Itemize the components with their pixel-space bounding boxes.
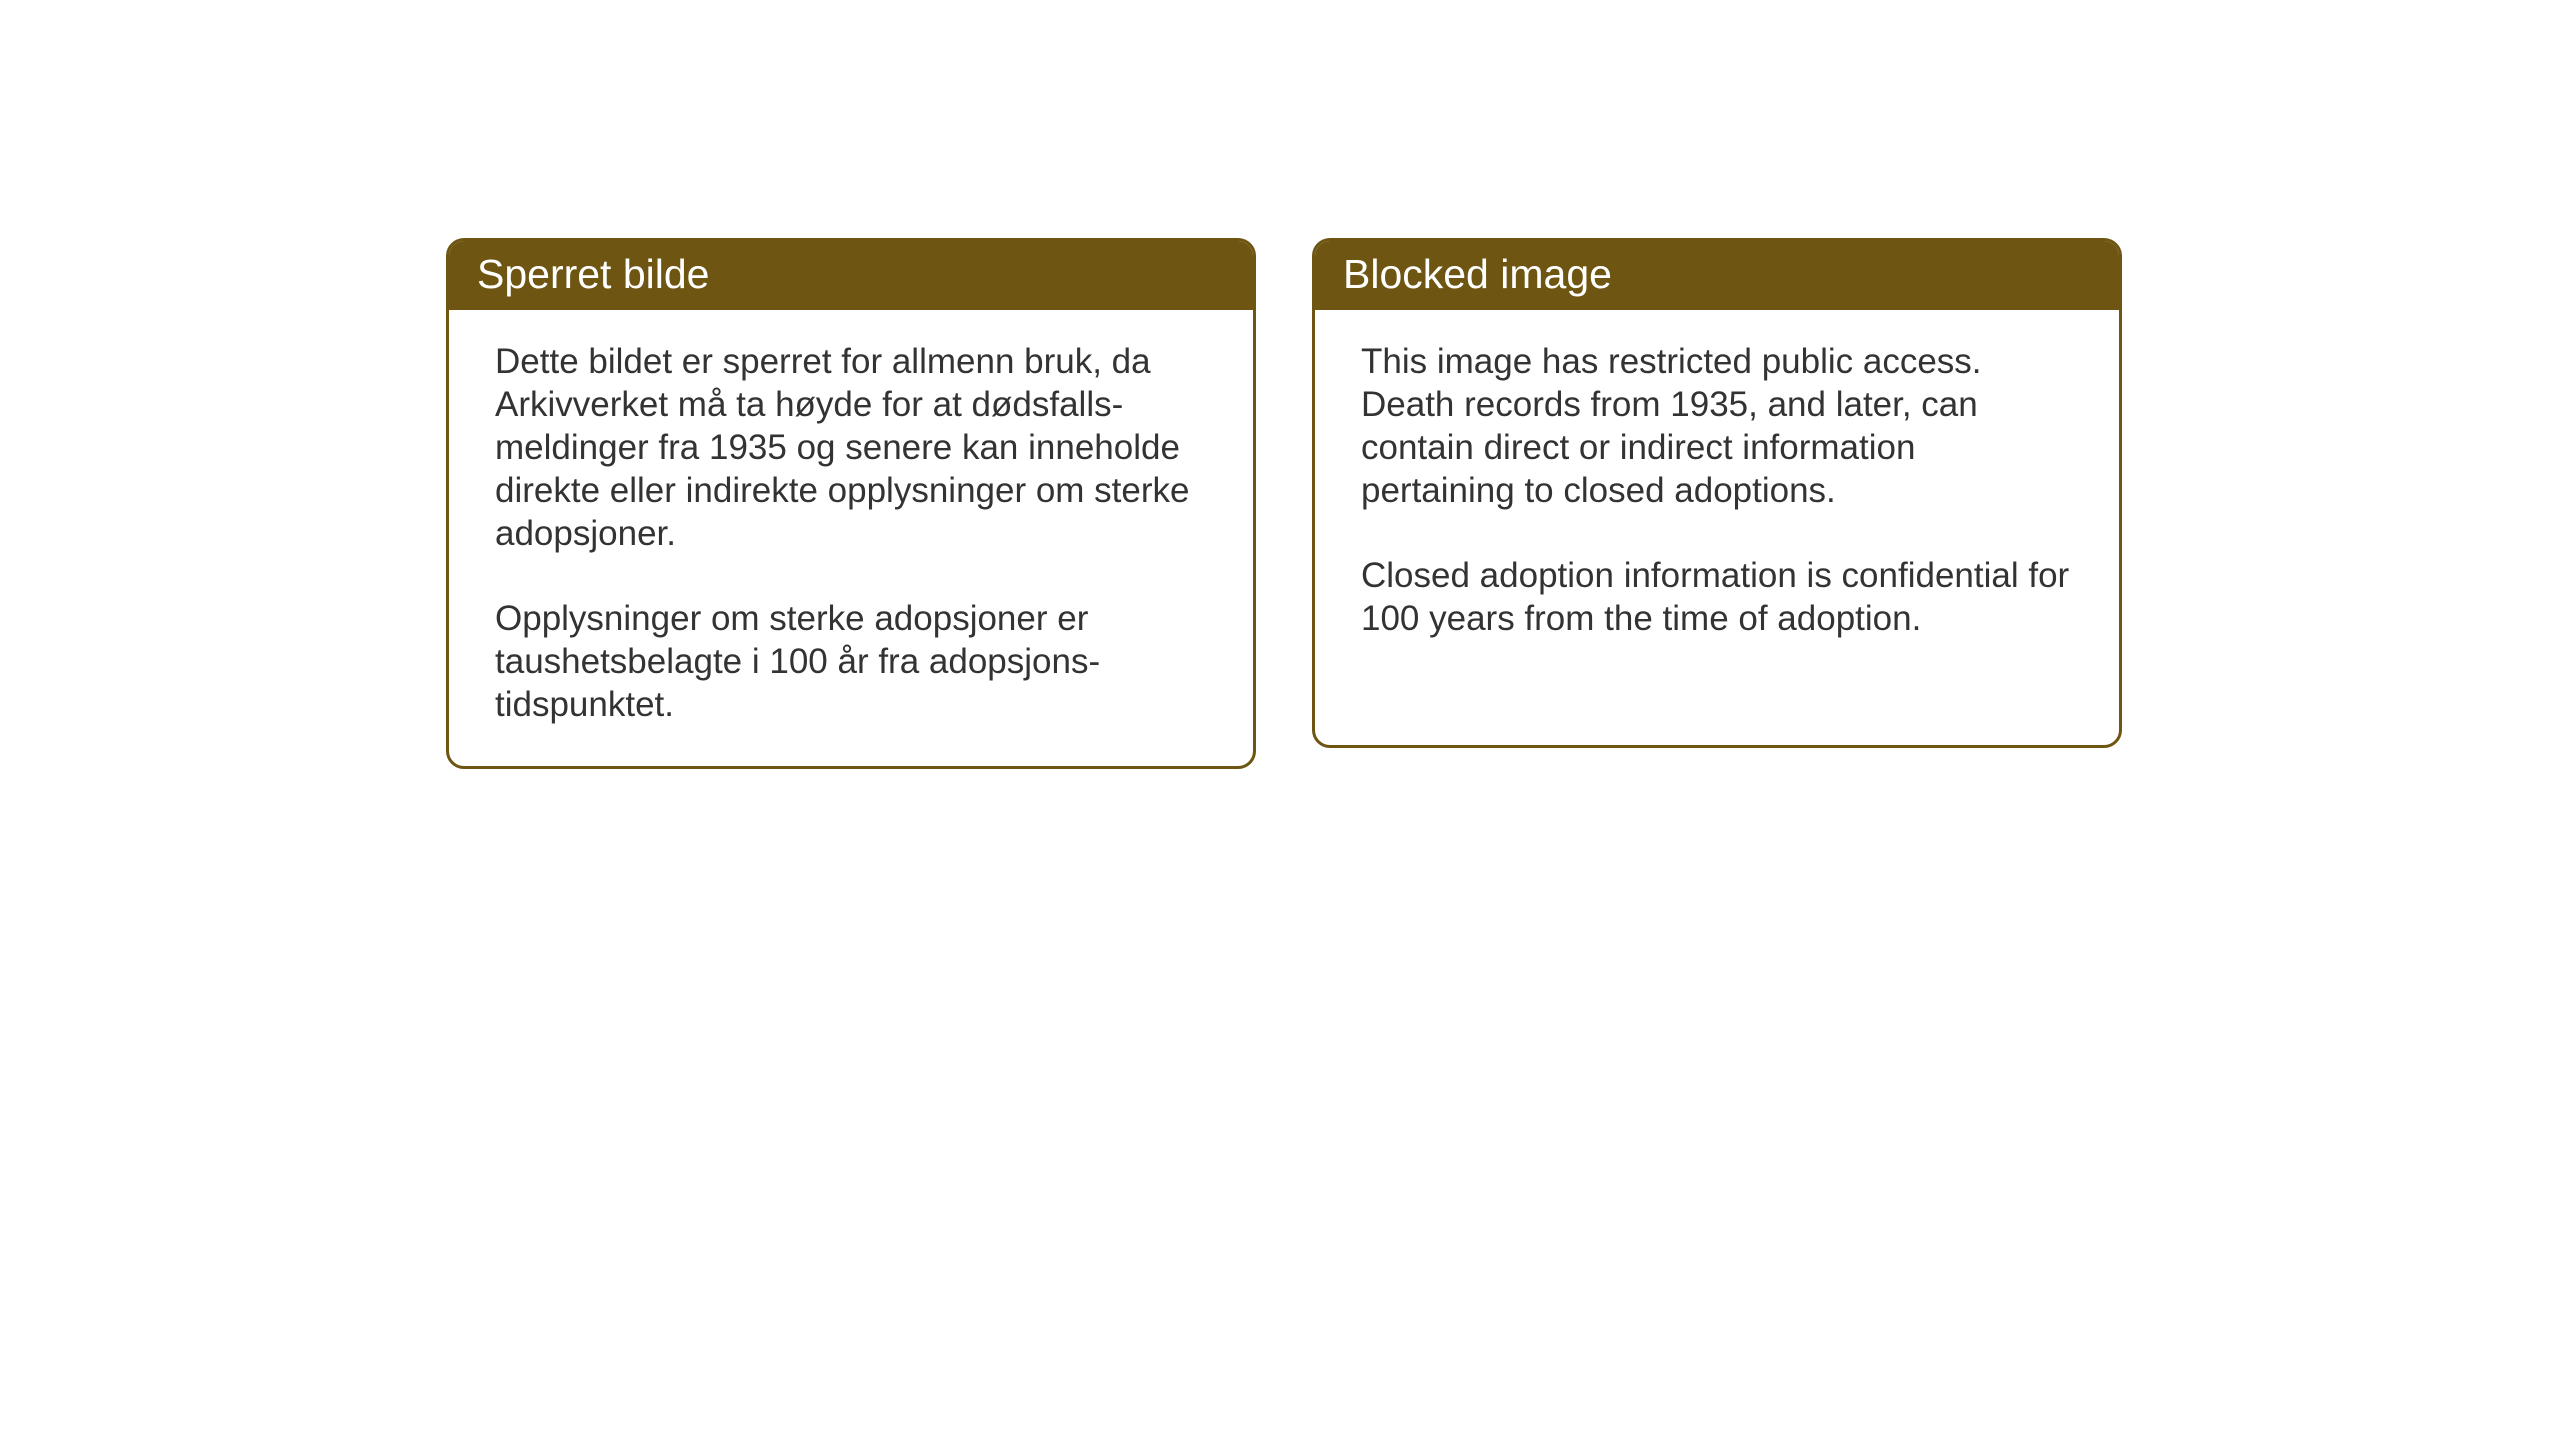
card-header-english: Blocked image xyxy=(1315,241,2119,310)
card-title-english: Blocked image xyxy=(1343,251,1612,297)
notice-container: Sperret bilde Dette bildet er sperret fo… xyxy=(446,238,2122,769)
card-body-english: This image has restricted public access.… xyxy=(1315,310,2119,680)
notice-card-english: Blocked image This image has restricted … xyxy=(1312,238,2122,748)
card-body-norwegian: Dette bildet er sperret for allmenn bruk… xyxy=(449,310,1253,766)
paragraph-1-norwegian: Dette bildet er sperret for allmenn bruk… xyxy=(495,340,1207,555)
card-header-norwegian: Sperret bilde xyxy=(449,241,1253,310)
notice-card-norwegian: Sperret bilde Dette bildet er sperret fo… xyxy=(446,238,1256,769)
paragraph-2-norwegian: Opplysninger om sterke adopsjoner er tau… xyxy=(495,597,1207,726)
paragraph-1-english: This image has restricted public access.… xyxy=(1361,340,2073,512)
card-title-norwegian: Sperret bilde xyxy=(477,251,709,297)
paragraph-2-english: Closed adoption information is confident… xyxy=(1361,554,2073,640)
